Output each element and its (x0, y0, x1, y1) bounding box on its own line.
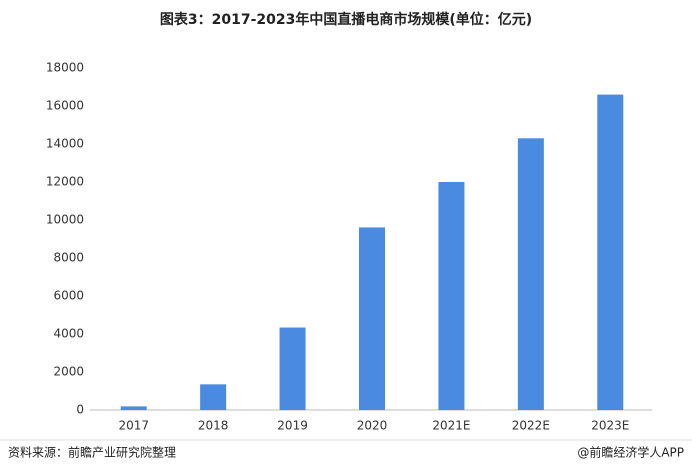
y-tick-label: 6000 (53, 289, 84, 303)
x-tick-label: 2018 (198, 419, 229, 433)
bar (120, 406, 147, 410)
y-tick-label: 4000 (53, 327, 84, 341)
bar (438, 182, 465, 410)
credit: @前瞻经济学人APP (577, 445, 684, 460)
y-tick-label: 18000 (46, 61, 84, 75)
x-tick-label: 2022E (512, 419, 550, 433)
x-tick-label: 2021E (432, 419, 470, 433)
x-tick-label: 2020 (357, 419, 388, 433)
bar (359, 227, 385, 410)
x-tick-label: 2019 (277, 419, 308, 433)
y-tick-label: 12000 (46, 175, 84, 189)
bar (597, 94, 624, 410)
y-tick-label: 0 (76, 403, 84, 417)
bar (517, 138, 544, 411)
y-tick-label: 16000 (46, 99, 84, 113)
bar (200, 384, 227, 410)
x-tick-label: 2017 (118, 419, 149, 433)
source-note: 资料来源：前瞻产业研究院整理 (8, 445, 176, 460)
bar (279, 327, 306, 410)
y-tick-label: 8000 (53, 251, 84, 265)
y-tick-label: 10000 (46, 213, 84, 227)
y-tick-label: 2000 (53, 365, 84, 379)
chart-title: 图表3：2017-2023年中国直播电商市场规模(单位：亿元) (160, 11, 532, 28)
x-tick-label: 2023E (591, 419, 629, 433)
y-tick-label: 14000 (46, 137, 84, 151)
